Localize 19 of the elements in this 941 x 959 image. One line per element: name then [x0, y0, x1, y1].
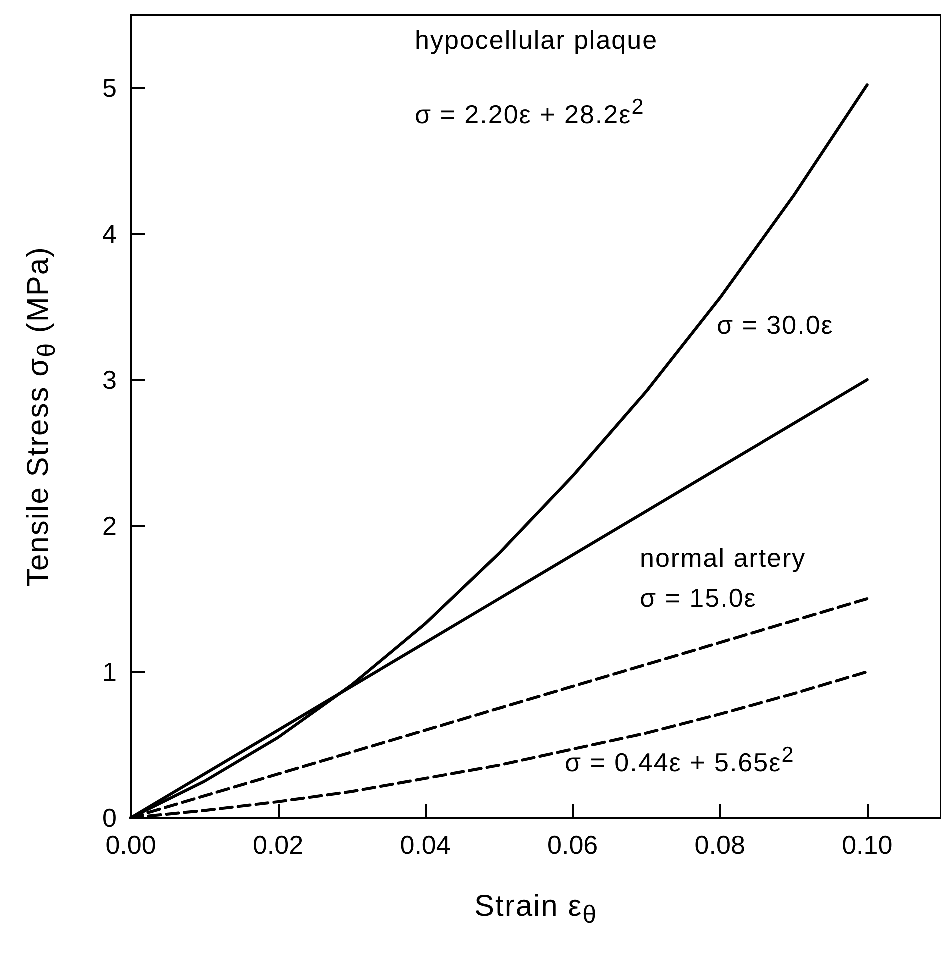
- y-tick-label: 5: [102, 73, 117, 103]
- annotation: normal artery: [640, 543, 806, 574]
- x-axis-title: Strain ε$_{θ}$: [474, 890, 598, 930]
- annotation: σ = 2.20ε + 28.2ε$^{2}$: [415, 94, 645, 131]
- annotation: σ = 15.0ε: [640, 583, 757, 614]
- x-tick-label: 0.04: [400, 830, 451, 860]
- y-tick-label: 2: [102, 511, 117, 541]
- annotation: σ = 0.44ε + 5.65ε$^{2}$: [565, 742, 795, 779]
- y-tick-label: 1: [102, 657, 117, 687]
- x-tick-label: 0.02: [252, 830, 304, 860]
- annotation: σ = 30.0ε: [717, 310, 834, 341]
- x-tick-label: 0.08: [694, 830, 746, 860]
- x-tick-label: 0.10: [842, 830, 893, 860]
- y-tick-label: 3: [102, 365, 117, 395]
- x-tick-label: 0.06: [548, 830, 598, 860]
- y-tick-label: 0: [102, 803, 117, 833]
- x-tick-label: 0.00: [106, 830, 156, 860]
- y-tick-label: 4: [102, 219, 117, 249]
- annotation: hypocellular plaque: [415, 25, 658, 56]
